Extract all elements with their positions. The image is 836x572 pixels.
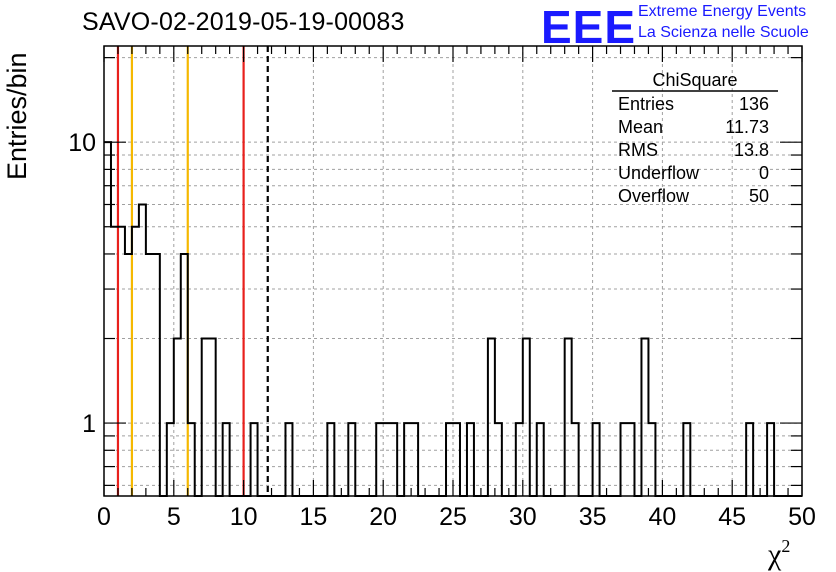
x-tick-label: 30 <box>509 503 537 531</box>
grid <box>104 46 802 496</box>
x-tick-label: 35 <box>579 503 607 531</box>
stats-value: 13.8 <box>734 140 769 160</box>
stats-label: Underflow <box>618 163 700 183</box>
stats-value: 50 <box>749 186 769 206</box>
logo-line-2: La Scienza nelle Scuole <box>638 24 809 41</box>
eee-logo: EEE <box>541 1 637 53</box>
stats-value: 136 <box>739 94 769 114</box>
x-tick-label: 5 <box>167 503 181 531</box>
y-tick-label: 10 <box>68 129 96 157</box>
x-axis-label: χ2 <box>768 536 791 571</box>
y-tick-label: 1 <box>82 410 96 438</box>
x-tick-label: 0 <box>97 503 111 531</box>
stats-box: ChiSquare Entries 136 Mean 11.73 RMS 13.8 Under… <box>612 70 778 206</box>
x-tick-label: 45 <box>718 503 746 531</box>
x-tick-label: 20 <box>369 503 397 531</box>
axes: 0 5 10 15 20 25 30 35 40 45 50 1 10 <box>68 45 816 531</box>
x-tick-label: 50 <box>788 503 816 531</box>
stats-label: Entries <box>618 94 674 114</box>
x-axis-label-sup: 2 <box>781 536 791 556</box>
logo-line-1: Extreme Energy Events <box>638 3 807 20</box>
x-tick-label: 15 <box>299 503 327 531</box>
stats-value: 11.73 <box>725 117 769 137</box>
chart-title: SAVO-02-2019-05-19-00083 <box>82 8 405 36</box>
x-tick-label: 10 <box>230 503 258 531</box>
marker-lines <box>116 46 269 496</box>
stats-label: Mean <box>618 117 663 137</box>
stats-label: RMS <box>618 140 658 160</box>
x-tick-label: 25 <box>439 503 467 531</box>
stats-value: 0 <box>759 163 769 183</box>
x-tick-label: 40 <box>648 503 676 531</box>
stats-label: Overflow <box>618 186 690 206</box>
stats-title: ChiSquare <box>652 70 737 90</box>
